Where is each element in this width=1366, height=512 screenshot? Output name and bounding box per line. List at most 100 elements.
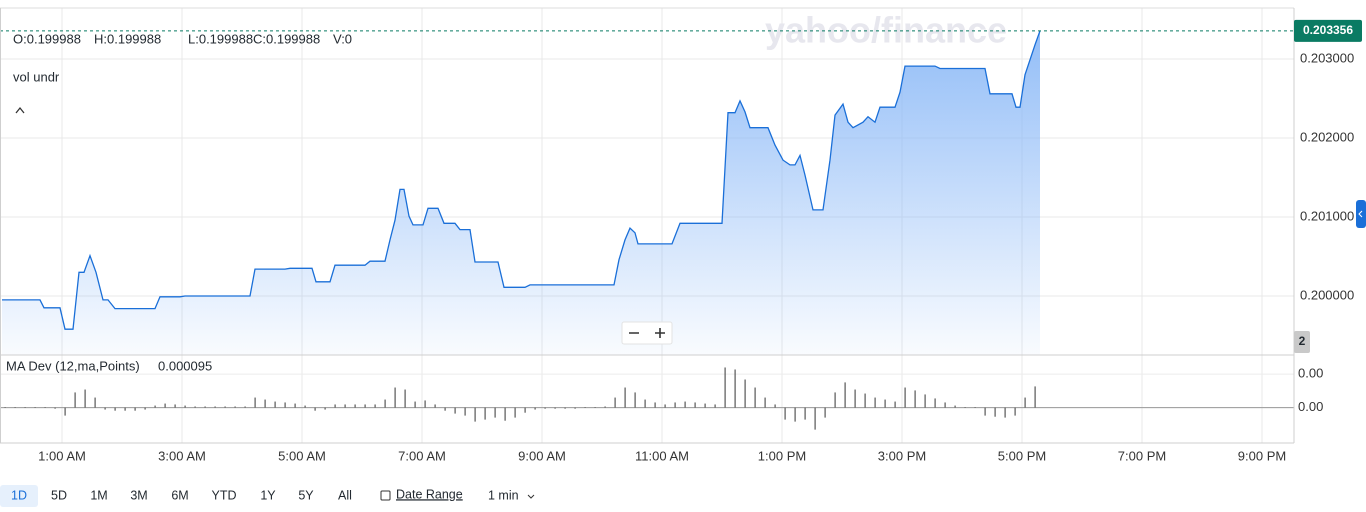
histogram-bar bbox=[574, 407, 576, 409]
range-button[interactable]: 1Y bbox=[260, 488, 276, 502]
range-button[interactable]: 6M bbox=[171, 488, 188, 502]
histogram-bar bbox=[514, 407, 516, 418]
histogram-bar bbox=[594, 407, 596, 408]
ohlcv-item: H:0.199988 bbox=[94, 31, 161, 46]
histogram-bar bbox=[44, 407, 46, 408]
histogram-bar bbox=[94, 397, 96, 408]
histogram-bar bbox=[424, 400, 426, 408]
histogram-bar bbox=[334, 404, 336, 408]
histogram-bar bbox=[314, 407, 316, 411]
histogram-bar bbox=[234, 406, 236, 408]
histogram-bar bbox=[74, 392, 76, 408]
histogram-bar bbox=[474, 407, 476, 422]
x-tick-label: 7:00 PM bbox=[1118, 448, 1166, 463]
range-button[interactable]: 5D bbox=[51, 488, 67, 502]
histogram-bar bbox=[294, 403, 296, 408]
range-button[interactable]: All bbox=[338, 488, 352, 502]
x-tick-label: 11:00 AM bbox=[635, 448, 689, 463]
x-tick-label: 9:00 AM bbox=[518, 448, 566, 463]
side-tab[interactable] bbox=[1356, 200, 1366, 228]
indicator-title: MA Dev (12,ma,Points) bbox=[6, 358, 140, 373]
calendar-icon[interactable] bbox=[380, 490, 391, 501]
histogram-bar bbox=[134, 407, 136, 411]
histogram-bar bbox=[734, 369, 736, 408]
histogram-bar bbox=[284, 402, 286, 408]
histogram-bar bbox=[684, 401, 686, 408]
range-button[interactable]: 1M bbox=[90, 488, 107, 502]
histogram-bar bbox=[724, 367, 726, 408]
histogram-bar bbox=[864, 393, 866, 408]
histogram-bar bbox=[384, 399, 386, 408]
histogram-bar bbox=[904, 387, 906, 408]
histogram-bar bbox=[784, 407, 786, 420]
range-button[interactable]: YTD bbox=[212, 488, 237, 502]
interval-select[interactable]: 1 min bbox=[488, 488, 519, 502]
x-tick-label: 3:00 PM bbox=[878, 448, 926, 463]
collapse-icon[interactable] bbox=[15, 106, 25, 114]
histogram-bar bbox=[54, 407, 56, 409]
histogram-bar bbox=[604, 406, 606, 408]
y-tick-label: 0.200000 bbox=[1300, 287, 1354, 302]
histogram-bar bbox=[64, 407, 66, 416]
histogram-bar bbox=[704, 403, 706, 408]
histogram-bar bbox=[484, 407, 486, 420]
histogram-bar bbox=[934, 398, 936, 408]
histogram-bar bbox=[954, 405, 956, 408]
price-area bbox=[2, 30, 1040, 356]
ohlcv-header: O:0.199988 H:0.199988 L:0.199988 C:0.199988… bbox=[13, 31, 352, 46]
histogram-bar bbox=[564, 407, 566, 409]
histogram-bar bbox=[804, 407, 806, 420]
histogram-bar bbox=[944, 402, 946, 408]
histogram-bar bbox=[654, 402, 656, 408]
x-tick-label: 1:00 AM bbox=[38, 448, 86, 463]
histogram-bar bbox=[584, 407, 586, 408]
range-button[interactable]: 3M bbox=[130, 488, 147, 502]
histogram-bar bbox=[614, 397, 616, 408]
histogram-bar bbox=[694, 402, 696, 408]
x-tick-label: 5:00 PM bbox=[998, 448, 1046, 463]
histogram-bar bbox=[644, 399, 646, 408]
histogram-bar bbox=[844, 382, 846, 408]
histogram-bar bbox=[874, 397, 876, 408]
range-button[interactable]: 1D bbox=[11, 488, 27, 502]
histogram-bar bbox=[184, 405, 186, 408]
histogram-bar bbox=[204, 406, 206, 408]
badge-text: 2 bbox=[1299, 334, 1306, 348]
histogram-bar bbox=[354, 404, 356, 408]
histogram-bar bbox=[254, 397, 256, 408]
indicator-value: 0.000095 bbox=[158, 358, 212, 373]
histogram-bar bbox=[194, 406, 196, 408]
x-tick-label: 9:00 PM bbox=[1238, 448, 1286, 463]
histogram-bar bbox=[774, 404, 776, 408]
x-tick-label: 5:00 AM bbox=[278, 448, 326, 463]
zoom-buttons[interactable] bbox=[629, 328, 665, 338]
histogram-bar bbox=[404, 389, 406, 408]
histogram-bar bbox=[1014, 407, 1016, 416]
histogram-bar bbox=[264, 399, 266, 408]
histogram-bar bbox=[884, 399, 886, 408]
ohlcv-item: V:0 bbox=[333, 31, 352, 46]
histogram-bar bbox=[984, 407, 986, 416]
ohlcv-item: O:0.199988 bbox=[13, 31, 81, 46]
histogram-bar bbox=[834, 392, 836, 408]
histogram-bar bbox=[244, 406, 246, 408]
y-tick-label: 0.00 bbox=[1298, 399, 1323, 414]
interval-chevron[interactable] bbox=[527, 494, 535, 499]
histogram-bar bbox=[494, 407, 496, 418]
last-price-label: 0.203356 bbox=[1303, 23, 1353, 37]
range-button[interactable]: 5Y bbox=[298, 488, 314, 502]
y-tick-label: 0.202000 bbox=[1300, 129, 1354, 144]
histogram-bar bbox=[524, 407, 526, 413]
histogram-bar bbox=[814, 407, 816, 430]
last-price-box bbox=[1294, 19, 1362, 42]
date-range-button[interactable]: Date Range bbox=[396, 487, 463, 501]
histogram-bar bbox=[454, 407, 456, 414]
histogram-bar bbox=[174, 404, 176, 408]
price-line bbox=[2, 30, 1041, 330]
histogram-bar bbox=[1024, 397, 1026, 408]
histogram-bar bbox=[1034, 386, 1036, 408]
selected-range-bg bbox=[0, 485, 38, 507]
histogram-bar bbox=[994, 407, 996, 417]
histogram-bar bbox=[974, 407, 976, 408]
